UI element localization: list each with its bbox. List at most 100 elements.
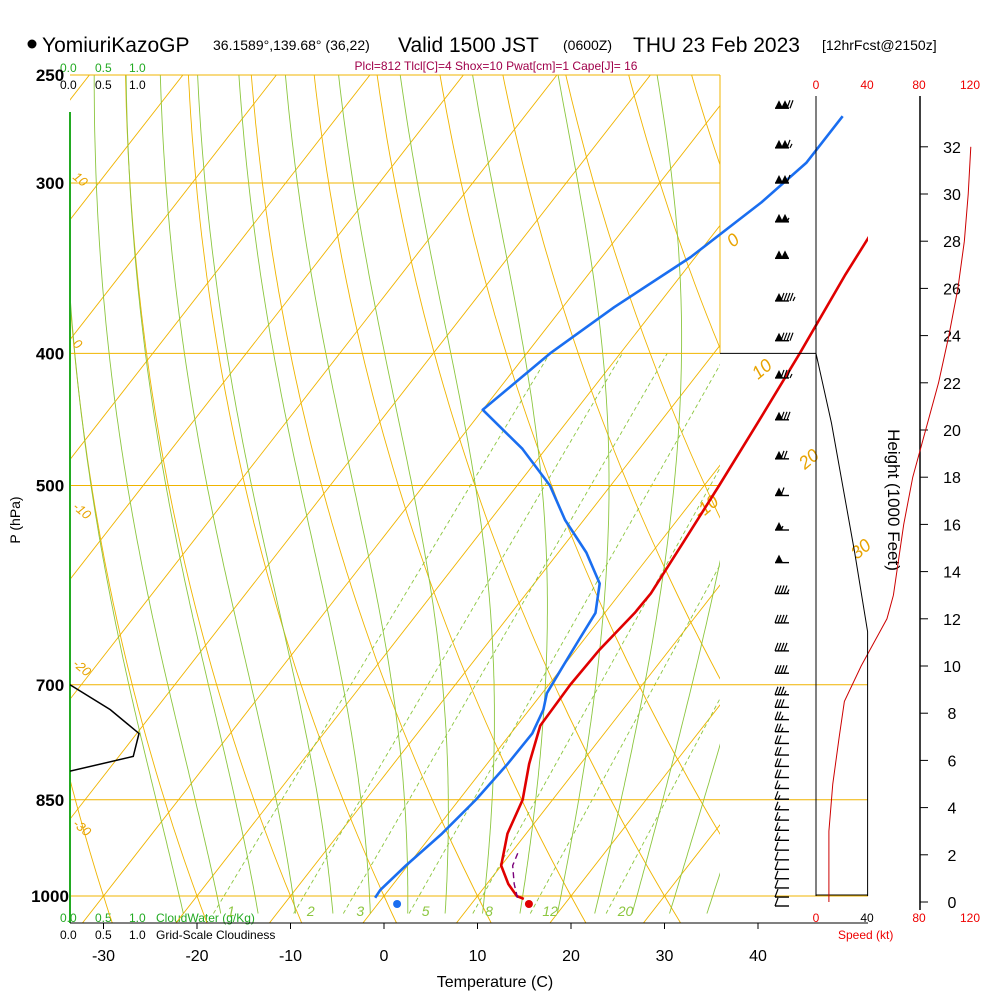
speed-tick: 120 <box>960 911 980 925</box>
wind-barb <box>774 832 789 842</box>
pressure-tick-label: 700 <box>36 676 64 695</box>
sounding-series <box>70 115 868 908</box>
stability-indices: Plcl=812 Tlcl[C]=4 Shox=10 Pwat[cm]=1 Ca… <box>355 59 638 73</box>
plot-area <box>0 0 1000 925</box>
isotherm-label: 30 <box>847 535 875 563</box>
speed-tick: 80 <box>912 911 926 925</box>
dewpoint-line <box>374 115 844 899</box>
wind-barb <box>774 723 789 733</box>
moist-adiabat <box>669 743 720 914</box>
wind-barb <box>774 585 790 595</box>
wind-barb <box>774 780 789 790</box>
wind-barb <box>775 250 789 260</box>
height-tick-label: 28 <box>943 234 961 251</box>
wind-barb <box>774 642 789 652</box>
mixing-ratio-line <box>408 363 720 914</box>
wind-barb <box>774 811 789 821</box>
temperature-tick-label: 0 <box>380 948 389 965</box>
scale-tick: 1.0 <box>129 911 146 925</box>
pressure-tick-label: 500 <box>36 477 64 496</box>
dry-adiabat <box>313 75 587 923</box>
wind-barb <box>774 790 789 800</box>
dry-adiabat <box>755 75 1000 923</box>
valid-zulu: (0600Z) <box>563 37 612 53</box>
isotherm-label: 20 <box>794 445 823 474</box>
valid-date: THU 23 Feb 2023 <box>633 34 800 57</box>
mixing-ratio-line <box>342 353 668 914</box>
moist-adiabat <box>472 75 548 914</box>
dry-adiabat-label: -30 <box>70 816 95 840</box>
scale-tick: 1.0 <box>129 61 146 75</box>
moist-adiabat <box>284 75 409 914</box>
wind-barb <box>774 735 789 745</box>
pressure-tick-label: 400 <box>36 344 64 363</box>
isotherm <box>642 824 720 923</box>
height-tick-label: 20 <box>943 423 961 440</box>
speed-envelope-line <box>720 352 869 896</box>
wind-barb <box>774 686 789 696</box>
height-tick-label: 18 <box>943 470 961 487</box>
height-tick-label: 12 <box>943 612 961 629</box>
mixing-ratio-label: 5 <box>422 903 430 919</box>
scale-tick: 1.0 <box>129 928 146 942</box>
height-tick-label: 24 <box>943 329 961 346</box>
height-tick-label: 10 <box>943 659 961 676</box>
wind-barb <box>775 369 793 379</box>
mixing-ratio-line <box>529 564 720 914</box>
mixing-ratio-line <box>293 353 623 914</box>
height-axis-title: Height (1000 Feet) <box>884 429 903 571</box>
wind-barb <box>774 614 789 624</box>
wind-barb <box>775 411 791 421</box>
scale-tick: 1.0 <box>129 78 146 92</box>
height-tick-label: 8 <box>948 706 957 723</box>
moist-adiabat <box>556 75 610 914</box>
wind-barb <box>774 897 789 907</box>
temperature-tick-label: -20 <box>185 948 208 965</box>
scale-tick: 0.5 <box>95 78 112 92</box>
moist-adiabat <box>399 75 495 914</box>
moist-adiabat <box>197 75 334 914</box>
top-cloudwater-scale: 0.0 0.5 1.0 <box>60 61 146 75</box>
wind-barbs <box>774 100 796 907</box>
cloudiness-line <box>70 684 140 772</box>
isotherm <box>362 464 720 923</box>
wind-speed-line <box>828 146 972 902</box>
pressure-tick-label: 250 <box>36 66 64 85</box>
isotherm <box>70 75 464 581</box>
wind-barb <box>774 841 789 851</box>
x-axis-title: Temperature (C) <box>437 974 553 991</box>
wind-barb <box>774 861 789 871</box>
wind-barb <box>775 213 790 223</box>
isotherm <box>70 75 558 700</box>
temperature-tick-label: 40 <box>749 948 767 965</box>
bottom-speed-scale: 0 40 80 120 <box>813 911 981 925</box>
wind-barb <box>774 711 789 721</box>
dry-adiabat-label: -20 <box>70 656 95 680</box>
wind-barb <box>774 822 789 831</box>
wind-barb <box>774 665 789 674</box>
top-cloudiness-scale: 0.0 0.5 1.0 <box>60 78 146 92</box>
height-tick-label: 22 <box>943 376 961 393</box>
wind-barb <box>774 851 789 861</box>
speed-tick: 80 <box>912 78 926 92</box>
top-speed-scale: 0 40 80 120 <box>813 78 981 92</box>
wind-barb <box>774 758 789 768</box>
dry-adiabat <box>250 75 492 923</box>
isotherm <box>829 0 1000 925</box>
isotherm <box>70 75 371 461</box>
wind-barb <box>775 522 789 531</box>
scale-tick: 0.5 <box>95 911 112 925</box>
surface-temperature-marker <box>524 900 533 908</box>
scale-tick: 0.5 <box>95 928 112 942</box>
mixing-ratio-line <box>605 697 720 914</box>
surface-dewpoint-marker <box>393 900 402 908</box>
isotherm <box>549 704 720 923</box>
dry-adiabat <box>439 75 720 835</box>
isotherm <box>0 0 5 925</box>
speed-tick: 40 <box>860 911 874 925</box>
scale-tick: 0.0 <box>60 78 77 92</box>
isotherm <box>70 75 277 341</box>
moist-adiabat <box>594 75 683 914</box>
